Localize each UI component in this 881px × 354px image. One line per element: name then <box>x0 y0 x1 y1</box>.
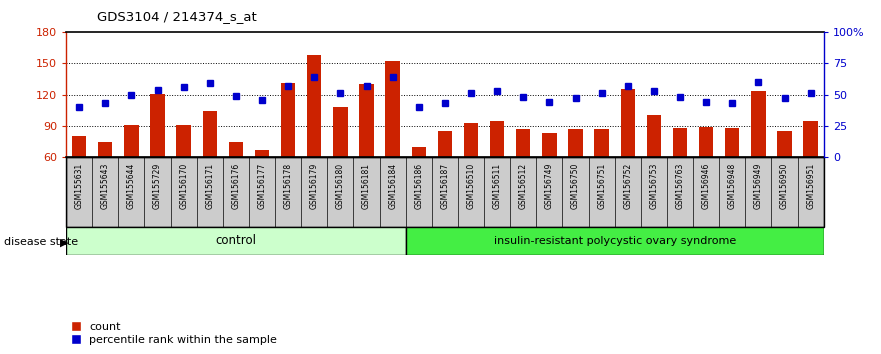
Text: GSM156751: GSM156751 <box>597 163 606 209</box>
Bar <box>386 61 400 157</box>
Text: GSM156184: GSM156184 <box>389 163 397 209</box>
Bar <box>490 121 504 157</box>
Text: GSM156753: GSM156753 <box>649 163 658 209</box>
Text: GSM156749: GSM156749 <box>545 163 554 209</box>
Bar <box>124 125 138 157</box>
Text: GSM156186: GSM156186 <box>414 163 423 209</box>
Bar <box>777 131 792 157</box>
Bar <box>281 83 295 157</box>
Text: GSM156187: GSM156187 <box>440 163 449 209</box>
Text: GSM156763: GSM156763 <box>676 163 685 209</box>
Text: GSM156512: GSM156512 <box>519 163 528 209</box>
Text: GSM156510: GSM156510 <box>467 163 476 209</box>
Text: GSM156946: GSM156946 <box>701 163 711 209</box>
Bar <box>203 111 217 157</box>
Text: ▶: ▶ <box>60 238 69 247</box>
Text: GSM155644: GSM155644 <box>127 163 136 209</box>
Text: GSM156177: GSM156177 <box>257 163 267 209</box>
Text: disease state: disease state <box>4 238 78 247</box>
Text: GSM156179: GSM156179 <box>310 163 319 209</box>
Text: GSM156170: GSM156170 <box>179 163 189 209</box>
Text: GSM156180: GSM156180 <box>336 163 344 209</box>
Bar <box>307 55 322 157</box>
Text: GSM156511: GSM156511 <box>492 163 501 209</box>
Text: GSM155729: GSM155729 <box>153 163 162 209</box>
Text: GSM156951: GSM156951 <box>806 163 815 209</box>
Bar <box>620 89 635 157</box>
Text: GSM156752: GSM156752 <box>623 163 633 209</box>
Bar <box>229 142 243 157</box>
Bar <box>463 123 478 157</box>
Text: GSM156181: GSM156181 <box>362 163 371 209</box>
Bar <box>725 128 739 157</box>
Text: GSM156948: GSM156948 <box>728 163 737 209</box>
Bar <box>699 127 714 157</box>
Bar <box>542 133 557 157</box>
Text: control: control <box>215 234 256 247</box>
Text: GSM155643: GSM155643 <box>100 163 110 209</box>
Bar <box>406 227 824 255</box>
Bar <box>568 129 582 157</box>
Text: insulin-resistant polycystic ovary syndrome: insulin-resistant polycystic ovary syndr… <box>493 236 736 246</box>
Bar <box>66 227 406 255</box>
Bar <box>176 125 191 157</box>
Text: GDS3104 / 214374_s_at: GDS3104 / 214374_s_at <box>97 10 256 23</box>
Bar <box>516 129 530 157</box>
Bar <box>751 91 766 157</box>
Bar <box>438 131 452 157</box>
Bar <box>647 115 661 157</box>
Text: GSM156178: GSM156178 <box>284 163 292 209</box>
Legend: count, percentile rank within the sample: count, percentile rank within the sample <box>71 322 278 345</box>
Bar <box>333 107 348 157</box>
Bar <box>595 129 609 157</box>
Bar <box>255 150 270 157</box>
Bar <box>673 128 687 157</box>
Text: GSM156750: GSM156750 <box>571 163 580 209</box>
Text: GSM155631: GSM155631 <box>75 163 84 209</box>
Bar <box>411 147 426 157</box>
Bar <box>72 136 86 157</box>
Bar <box>98 142 113 157</box>
Text: GSM156171: GSM156171 <box>205 163 214 209</box>
Text: GSM156176: GSM156176 <box>232 163 241 209</box>
Text: GSM156949: GSM156949 <box>754 163 763 209</box>
Bar <box>151 93 165 157</box>
Bar <box>359 84 374 157</box>
Text: GSM156950: GSM156950 <box>780 163 789 209</box>
Bar <box>803 121 818 157</box>
